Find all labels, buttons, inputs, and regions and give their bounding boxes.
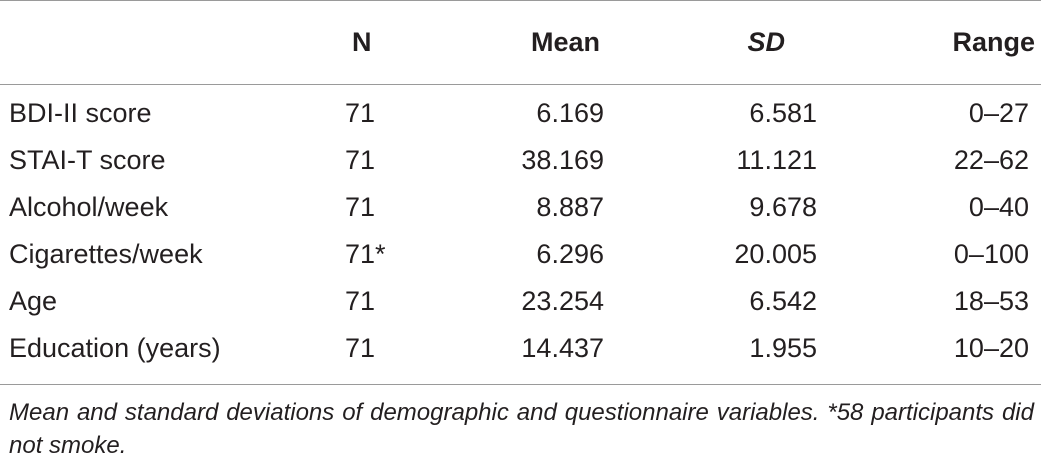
row-label: Age xyxy=(9,286,58,316)
cell-n: 71 xyxy=(345,145,376,175)
table-row: Education (years) 71 14.437 1.955 10–20 xyxy=(0,325,1041,372)
table-row: Alcohol/week 71 8.887 9.678 0–40 xyxy=(0,184,1041,231)
cell-range: 0–100 xyxy=(953,239,1029,269)
header-range: Range xyxy=(952,26,1035,57)
header-divider-rule xyxy=(0,84,1041,85)
cell-range: 22–62 xyxy=(953,145,1029,175)
table-footnote: Mean and standard deviations of demograp… xyxy=(9,399,1034,459)
cell-mean: 38.169 xyxy=(521,145,604,175)
row-label: Cigarettes/week xyxy=(9,239,203,269)
cell-sd: 6.542 xyxy=(749,286,817,316)
row-label: STAI-T score xyxy=(9,145,166,175)
cell-range: 0–40 xyxy=(968,192,1029,222)
table-row: BDI-II score 71 6.169 6.581 0–27 xyxy=(0,84,1041,137)
cell-sd: 20.005 xyxy=(734,239,817,269)
cell-range: 10–20 xyxy=(953,333,1029,363)
row-label: BDI-II score xyxy=(9,98,152,128)
header-sd: SD xyxy=(747,26,785,57)
row-label: Alcohol/week xyxy=(9,192,169,222)
cell-n: 71 xyxy=(345,333,376,363)
header-variable xyxy=(0,0,300,84)
cell-range: 0–27 xyxy=(968,98,1029,128)
header-row: N Mean SD Range xyxy=(0,0,1041,84)
descriptive-statistics-table: N Mean SD Range BDI-II score 71 6.169 6.… xyxy=(0,0,1041,372)
table-top-rule xyxy=(0,0,1041,1)
cell-mean: 8.887 xyxy=(536,192,604,222)
cell-sd: 11.121 xyxy=(736,145,817,175)
header-n: N xyxy=(352,26,372,57)
table-row: Age 71 23.254 6.542 18–53 xyxy=(0,278,1041,325)
cell-n: 71* xyxy=(345,239,386,269)
header-mean: Mean xyxy=(530,26,600,57)
row-label: Education (years) xyxy=(9,333,221,363)
cell-mean: 14.437 xyxy=(521,333,604,363)
cell-mean: 23.254 xyxy=(521,286,604,316)
cell-mean: 6.296 xyxy=(536,239,604,269)
table-row: STAI-T score 71 38.169 11.121 22–62 xyxy=(0,137,1041,184)
cell-n: 71 xyxy=(345,192,376,222)
cell-sd: 6.581 xyxy=(749,98,817,128)
cell-sd: 9.678 xyxy=(749,192,817,222)
cell-mean: 6.169 xyxy=(536,98,604,128)
table-row: Cigarettes/week 71* 6.296 20.005 0–100 xyxy=(0,231,1041,278)
cell-n: 71 xyxy=(345,286,376,316)
cell-sd: 1.955 xyxy=(749,333,817,363)
cell-range: 18–53 xyxy=(953,286,1029,316)
cell-n: 71 xyxy=(345,98,376,128)
table-bottom-rule xyxy=(0,384,1041,385)
